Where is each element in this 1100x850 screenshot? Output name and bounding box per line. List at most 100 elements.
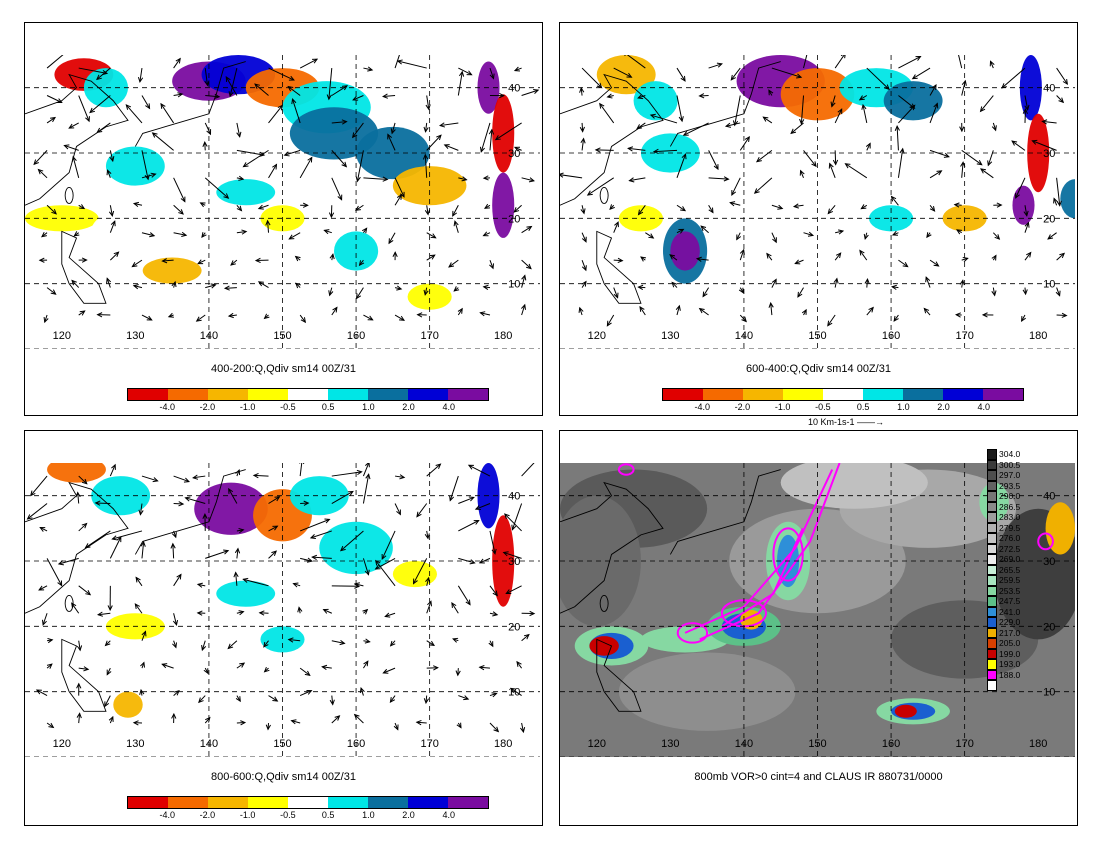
colorbar-swatch: [248, 797, 288, 808]
latitude-tick-label: 30: [1043, 148, 1055, 160]
colorbar-label: -4.0: [159, 402, 175, 412]
longitude-tick-label: 120: [588, 738, 606, 750]
ir-scale-swatch: [987, 680, 997, 691]
latitude-tick-label: 40: [1043, 83, 1055, 95]
ir-scale-label: 247.5: [999, 596, 1021, 607]
latitude-tick-label: 10: [508, 687, 520, 699]
colorbar-swatch: [448, 797, 488, 808]
reference-vector-label: 10 Km-1s-1: [808, 417, 855, 427]
colorbar-label: 0.5: [856, 402, 870, 412]
panel-caption: 800-600:Q,Qdiv sm14 00Z/31: [211, 771, 356, 783]
colorbar-swatch: [288, 389, 328, 400]
colorbar-label: -4.0: [694, 402, 710, 412]
latitude-tick-label: 10: [508, 279, 520, 291]
colorbar-swatch: [863, 389, 903, 400]
ir-scale-label: 265.5: [999, 564, 1021, 575]
longitude-tick-label: 150: [273, 330, 291, 342]
ir-scale-label: 290.0: [999, 491, 1021, 502]
qdiv-contour-region: [492, 172, 515, 238]
longitude-tick-label: 180: [1029, 738, 1047, 750]
longitude-tick-label: 170: [420, 330, 438, 342]
ir-scale-label: 253.5: [999, 585, 1021, 596]
longitude-tick-label: 140: [200, 330, 218, 342]
panel-ir-vorticity: 120 130 140 150 160 170 180 40 30 20 10 800mb VOR>…: [559, 430, 1078, 826]
longitude-tick-label: 140: [200, 738, 218, 750]
vorticity-contour: [617, 463, 635, 476]
longitude-tick-label: 120: [53, 738, 71, 750]
latitude-tick-label: 40: [1043, 491, 1055, 503]
longitude-tick-label: 160: [882, 330, 900, 342]
ir-scale-label: 300.5: [999, 459, 1021, 470]
ir-scale-label: 193.0: [999, 659, 1021, 670]
qdiv-colorbar: -4.0 -2.0 -1.0 -0.5 0.5 1.0 2.0 4.0: [127, 796, 489, 821]
ir-cold-cloud-region: [894, 704, 917, 718]
ir-scale-swatch: [987, 596, 997, 607]
longitude-tick-label: 170: [420, 738, 438, 750]
colorbar-swatch: [943, 389, 983, 400]
colorbar-swatch: [328, 797, 368, 808]
ir-scale-label: 188.0: [999, 669, 1021, 680]
qdiv-contour-region: [492, 94, 515, 173]
qdiv-contour-region: [670, 231, 700, 271]
colorbar-label: 2.0: [402, 810, 415, 820]
qdiv-contour-region: [356, 126, 430, 180]
latitude-tick-label: 20: [1043, 621, 1055, 633]
qdiv-contour-region: [216, 179, 276, 206]
colorbar-swatch: [168, 797, 208, 808]
panel-800-600: 120 130 140 150 160 170 180 40 30 20 10 800-600:Q,…: [24, 430, 543, 826]
colorbar-swatch: [248, 389, 288, 400]
vorticity-contour: [772, 527, 804, 582]
colorbar-label: -1.0: [239, 810, 256, 820]
vorticity-contour: [699, 463, 841, 641]
latitude-tick-label: 40: [508, 83, 520, 95]
qdiv-contour-region: [91, 476, 151, 516]
colorbar-swatch: [208, 797, 248, 808]
qdiv-contour-region: [142, 257, 202, 284]
longitude-tick-label: 170: [955, 738, 973, 750]
qdiv-contour-region: [260, 626, 305, 653]
latitude-tick-label: 20: [508, 213, 520, 225]
qdiv-contour-region: [883, 81, 943, 121]
ir-scale-label: 286.5: [999, 501, 1021, 512]
longitude-tick-label: 120: [588, 330, 606, 342]
colorbar-swatch: [128, 797, 168, 808]
colorbar-swatch: [823, 389, 863, 400]
ir-scale-label: 293.5: [999, 480, 1021, 491]
ir-scale-swatch: [987, 543, 997, 554]
ir-scale-label: 205.0: [999, 638, 1021, 649]
ir-scale-swatch: [987, 617, 997, 628]
colorbar-label: 1.0: [362, 810, 375, 820]
vorticity-contour: [1037, 532, 1054, 551]
colorbar-swatch: [128, 389, 168, 400]
qdiv-contour-region: [633, 81, 678, 121]
ir-scale-swatch: [987, 522, 997, 533]
colorbar-swatch: [408, 797, 448, 808]
longitude-tick-label: 130: [126, 738, 144, 750]
ir-scale-swatch: [987, 659, 997, 670]
ir-scale-label: 229.0: [999, 617, 1021, 628]
ir-scale-swatch: [987, 564, 997, 575]
colorbar-swatch: [703, 389, 743, 400]
colorbar-swatch: [328, 389, 368, 400]
longitude-tick-label: 170: [955, 330, 973, 342]
colorbar-label: -0.5: [815, 402, 831, 412]
ir-scale-label: 272.5: [999, 543, 1021, 554]
ir-scale-swatch: [987, 575, 997, 586]
longitude-tick-label: 180: [494, 330, 512, 342]
ir-scale-swatch: [987, 512, 997, 523]
ir-scale-label: 217.0: [999, 627, 1021, 638]
ir-scale-swatch: [987, 501, 997, 512]
qdiv-contour-region: [334, 231, 379, 271]
colorbar-label: -2.0: [734, 402, 751, 412]
colorbar-label: 4.0: [442, 402, 456, 412]
panel-caption: 800mb VOR>0 cint=4 and CLAUS IR 880731/0…: [694, 771, 943, 783]
latitude-tick-label: 30: [508, 148, 520, 160]
ir-scale-swatch: [987, 554, 997, 565]
ir-scale-label: 241.0: [999, 606, 1021, 617]
qdiv-contour-region: [751, 166, 811, 193]
qdiv-contour-region: [1060, 179, 1075, 219]
qdiv-contour-region: [113, 691, 143, 718]
colorbar-label: -2.0: [199, 402, 216, 412]
colorbar-label: 2.0: [402, 402, 415, 412]
panel-600-400: 120 130 140 150 160 170 180 40 30 20 10 600-400:Q,…: [559, 22, 1078, 416]
